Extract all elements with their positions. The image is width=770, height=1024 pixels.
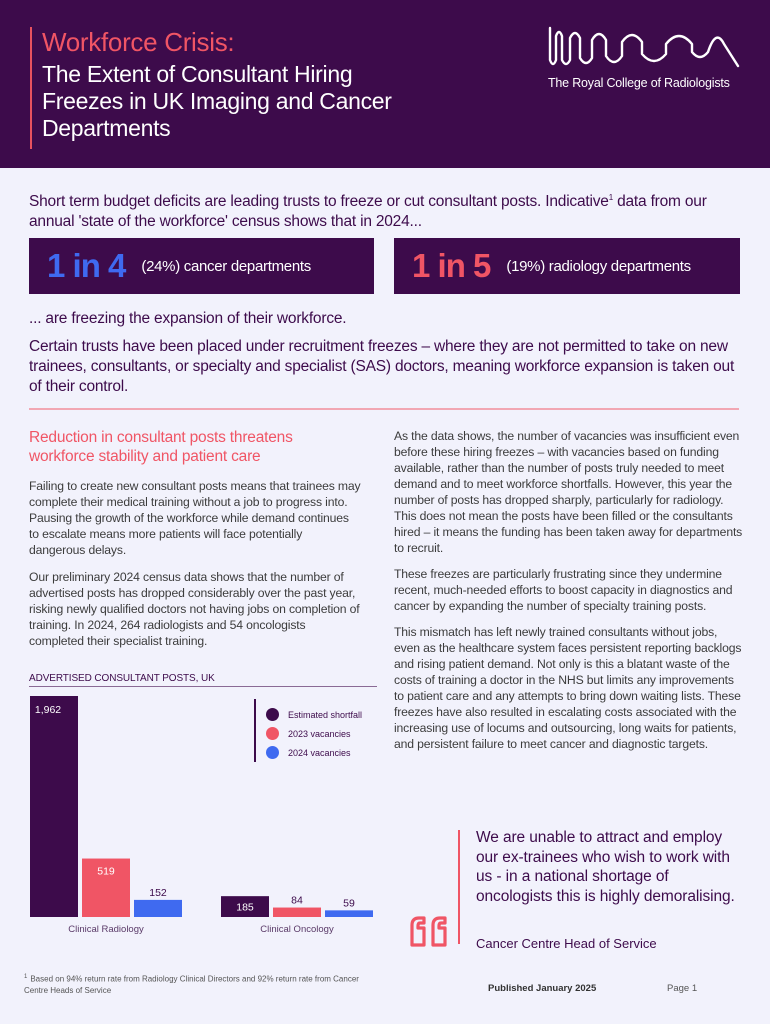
bar-value-label: 152	[149, 887, 167, 899]
footnote-text: Based on 94% return rate from Radiology …	[24, 974, 359, 995]
category-label: Clinical Oncology	[260, 924, 334, 935]
stat-big-number: 1 in 4	[47, 247, 126, 284]
bar-value-label: 519	[97, 866, 115, 878]
quote-marks-icon	[410, 916, 447, 947]
bar-2024-vacancies-clinical-radiology	[134, 899, 182, 917]
rcr-logo: The Royal College of Radiologists	[548, 26, 740, 90]
stat-big-number: 1 in 5	[412, 247, 491, 284]
right-column: As the data shows, the number of vacanci…	[394, 428, 744, 762]
title-block: Workforce Crisis: The Extent of Consulta…	[30, 27, 430, 149]
legend-label: Estimated shortfall	[288, 709, 363, 720]
bar-value-label: 84	[291, 895, 303, 907]
bar-2023-vacancies-clinical-oncology	[273, 907, 321, 917]
bar-estimated-shortfall-clinical-radiology	[30, 696, 78, 917]
quote-source: Cancer Centre Head of Service	[476, 936, 657, 951]
stat-box-cancer: 1 in 4 (24%) cancer departments	[29, 238, 374, 294]
left-column: Reduction in consultant posts threatens …	[29, 428, 361, 649]
header-banner: Workforce Crisis: The Extent of Consulta…	[0, 0, 770, 168]
right-paragraph: These freezes are particularly frustrati…	[394, 567, 733, 613]
legend-label: 2024 vacancies	[288, 747, 351, 758]
page-title: The Extent of Consultant Hiring Freezes …	[42, 61, 392, 141]
page-kicker: Workforce Crisis:	[42, 27, 235, 57]
legend-label: 2023 vacancies	[288, 728, 351, 739]
footnote: 1 Based on 94% return rate from Radiology…	[24, 972, 374, 996]
quote-accent-bar	[458, 830, 460, 944]
bar-value-label: 185	[236, 902, 254, 914]
recruitment-freeze-text: Certain trusts have been placed under re…	[29, 338, 735, 395]
category-label: Clinical Radiology	[68, 924, 144, 935]
intro-paragraph: Short term budget deficits are leading t…	[29, 188, 744, 232]
right-paragraph: As the data shows, the number of vacanci…	[394, 429, 743, 555]
legend-item: Estimated shortfall	[266, 705, 376, 724]
section-divider	[29, 408, 739, 410]
stat-label: (19%) radiology departments	[506, 257, 691, 275]
chart-legend: Estimated shortfall 2023 vacancies 2024 …	[254, 699, 376, 762]
follow-text: ... are freezing the expansion of their …	[29, 310, 347, 327]
left-paragraph: Failing to create new consultant posts m…	[29, 479, 361, 557]
left-paragraph: Our preliminary 2024 census data shows t…	[29, 570, 360, 648]
footnote-ref: 1	[608, 193, 613, 202]
section-heading: Reduction in consultant posts threatens …	[29, 429, 293, 465]
bar-value-label: 1,962	[35, 704, 61, 716]
legend-swatch	[266, 708, 279, 721]
legend-item: 2023 vacancies	[266, 724, 376, 743]
stat-box-radiology: 1 in 5 (19%) radiology departments	[394, 238, 740, 294]
intro-text-before: Short term budget deficits are leading t…	[29, 193, 609, 211]
footnote-mark: 1	[24, 974, 28, 980]
bar-estimated-shortfall-clinical-oncology	[221, 896, 269, 917]
rcr-wave-logo-icon	[548, 26, 740, 68]
legend-swatch	[266, 727, 279, 740]
bar-2024-vacancies-clinical-oncology	[325, 910, 373, 917]
legend-swatch	[266, 746, 279, 759]
chart-title: ADVERTISED CONSULTANT POSTS, UK	[29, 673, 377, 687]
stat-label: (24%) cancer departments	[141, 257, 311, 275]
page-number: Page 1	[667, 983, 698, 994]
bar-2023-vacancies-clinical-radiology	[82, 858, 130, 917]
logo-text: The Royal College of Radiologists	[548, 76, 730, 90]
bar-value-label: 59	[343, 897, 355, 909]
right-paragraph: This mismatch has left newly trained con…	[394, 625, 742, 751]
pull-quote: We are unable to attract and employ our …	[476, 829, 735, 905]
bar-chart: 1,962 519 152 Clinical Radiology 185 84 59 Clin…	[30, 696, 373, 935]
legend-item: 2024 vacancies	[266, 743, 376, 762]
intro-text-after: data from our annual 'state of the workf…	[29, 193, 707, 231]
published-date: Published January 2025	[488, 983, 597, 994]
